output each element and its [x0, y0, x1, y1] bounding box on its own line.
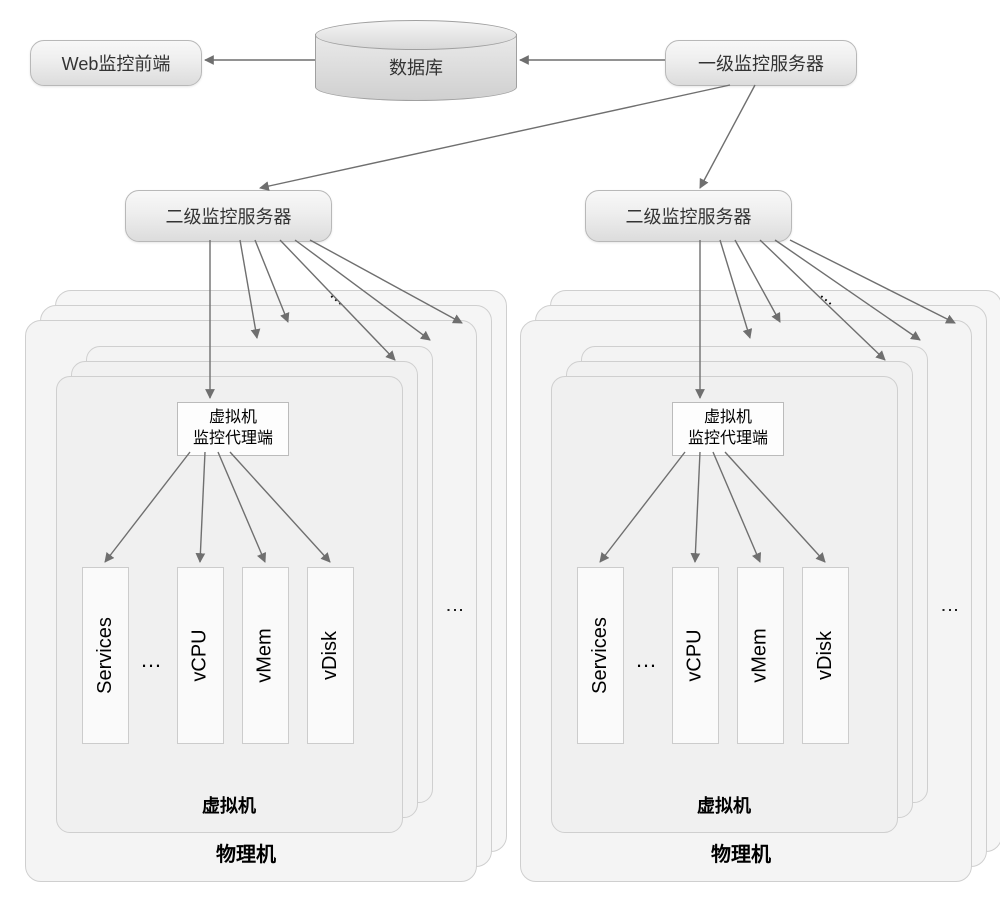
node-l2-server-left: 二级监控服务器 — [125, 190, 332, 242]
tile-left-dots: … — [140, 647, 162, 673]
node-web-front: Web监控前端 — [30, 40, 202, 86]
web-front-label: Web监控前端 — [62, 50, 171, 76]
vm-left-label: 虚拟机 — [202, 792, 256, 818]
tile-left-vmem: vMem — [242, 567, 289, 744]
edge — [700, 85, 755, 188]
node-l2-server-right: 二级监控服务器 — [585, 190, 792, 242]
vm-left: 虚拟机 虚拟机 监控代理端 Services … vCPU vMem vDisk — [56, 376, 403, 833]
tile-right-dots: … — [635, 647, 657, 673]
tile-left-vdisk: vDisk — [307, 567, 354, 744]
edge — [260, 85, 730, 188]
database-label: 数据库 — [389, 54, 443, 80]
phys-right-label: 物理机 — [711, 838, 771, 867]
diagram-canvas: Web监控前端 数据库 一级监控服务器 二级监控服务器 二级监控服务器 物理机 … — [0, 0, 1000, 912]
phys-left: 物理机 虚拟机 虚拟机 监控代理端 Services … vCPU vMem — [25, 320, 477, 882]
node-l1-server: 一级监控服务器 — [665, 40, 857, 86]
phys-right-dots: ⋮ — [939, 601, 961, 622]
agent-right: 虚拟机 监控代理端 — [672, 402, 784, 456]
agent-left-text: 虚拟机 监控代理端 — [193, 408, 273, 450]
agent-right-text: 虚拟机 监控代理端 — [688, 408, 768, 450]
l1-server-label: 一级监控服务器 — [698, 50, 824, 76]
tile-left-services: Services — [82, 567, 129, 744]
tile-left-vcpu: vCPU — [177, 567, 224, 744]
phys-right: 物理机 虚拟机 虚拟机 监控代理端 Services … vCPU vMem — [520, 320, 972, 882]
phys-left-dots: ⋮ — [444, 601, 466, 622]
tile-right-services: Services — [577, 567, 624, 744]
vm-right: 虚拟机 虚拟机 监控代理端 Services … vCPU vMem vDisk — [551, 376, 898, 833]
vm-right-label: 虚拟机 — [697, 792, 751, 818]
tile-right-vmem: vMem — [737, 567, 784, 744]
l2-server-left-label: 二级监控服务器 — [166, 203, 292, 229]
tile-right-vcpu: vCPU — [672, 567, 719, 744]
node-database: 数据库 — [315, 20, 515, 100]
database-top-ellipse — [315, 20, 517, 50]
agent-left: 虚拟机 监控代理端 — [177, 402, 289, 456]
l2-server-right-label: 二级监控服务器 — [626, 203, 752, 229]
tile-right-vdisk: vDisk — [802, 567, 849, 744]
phys-left-label: 物理机 — [216, 838, 276, 867]
